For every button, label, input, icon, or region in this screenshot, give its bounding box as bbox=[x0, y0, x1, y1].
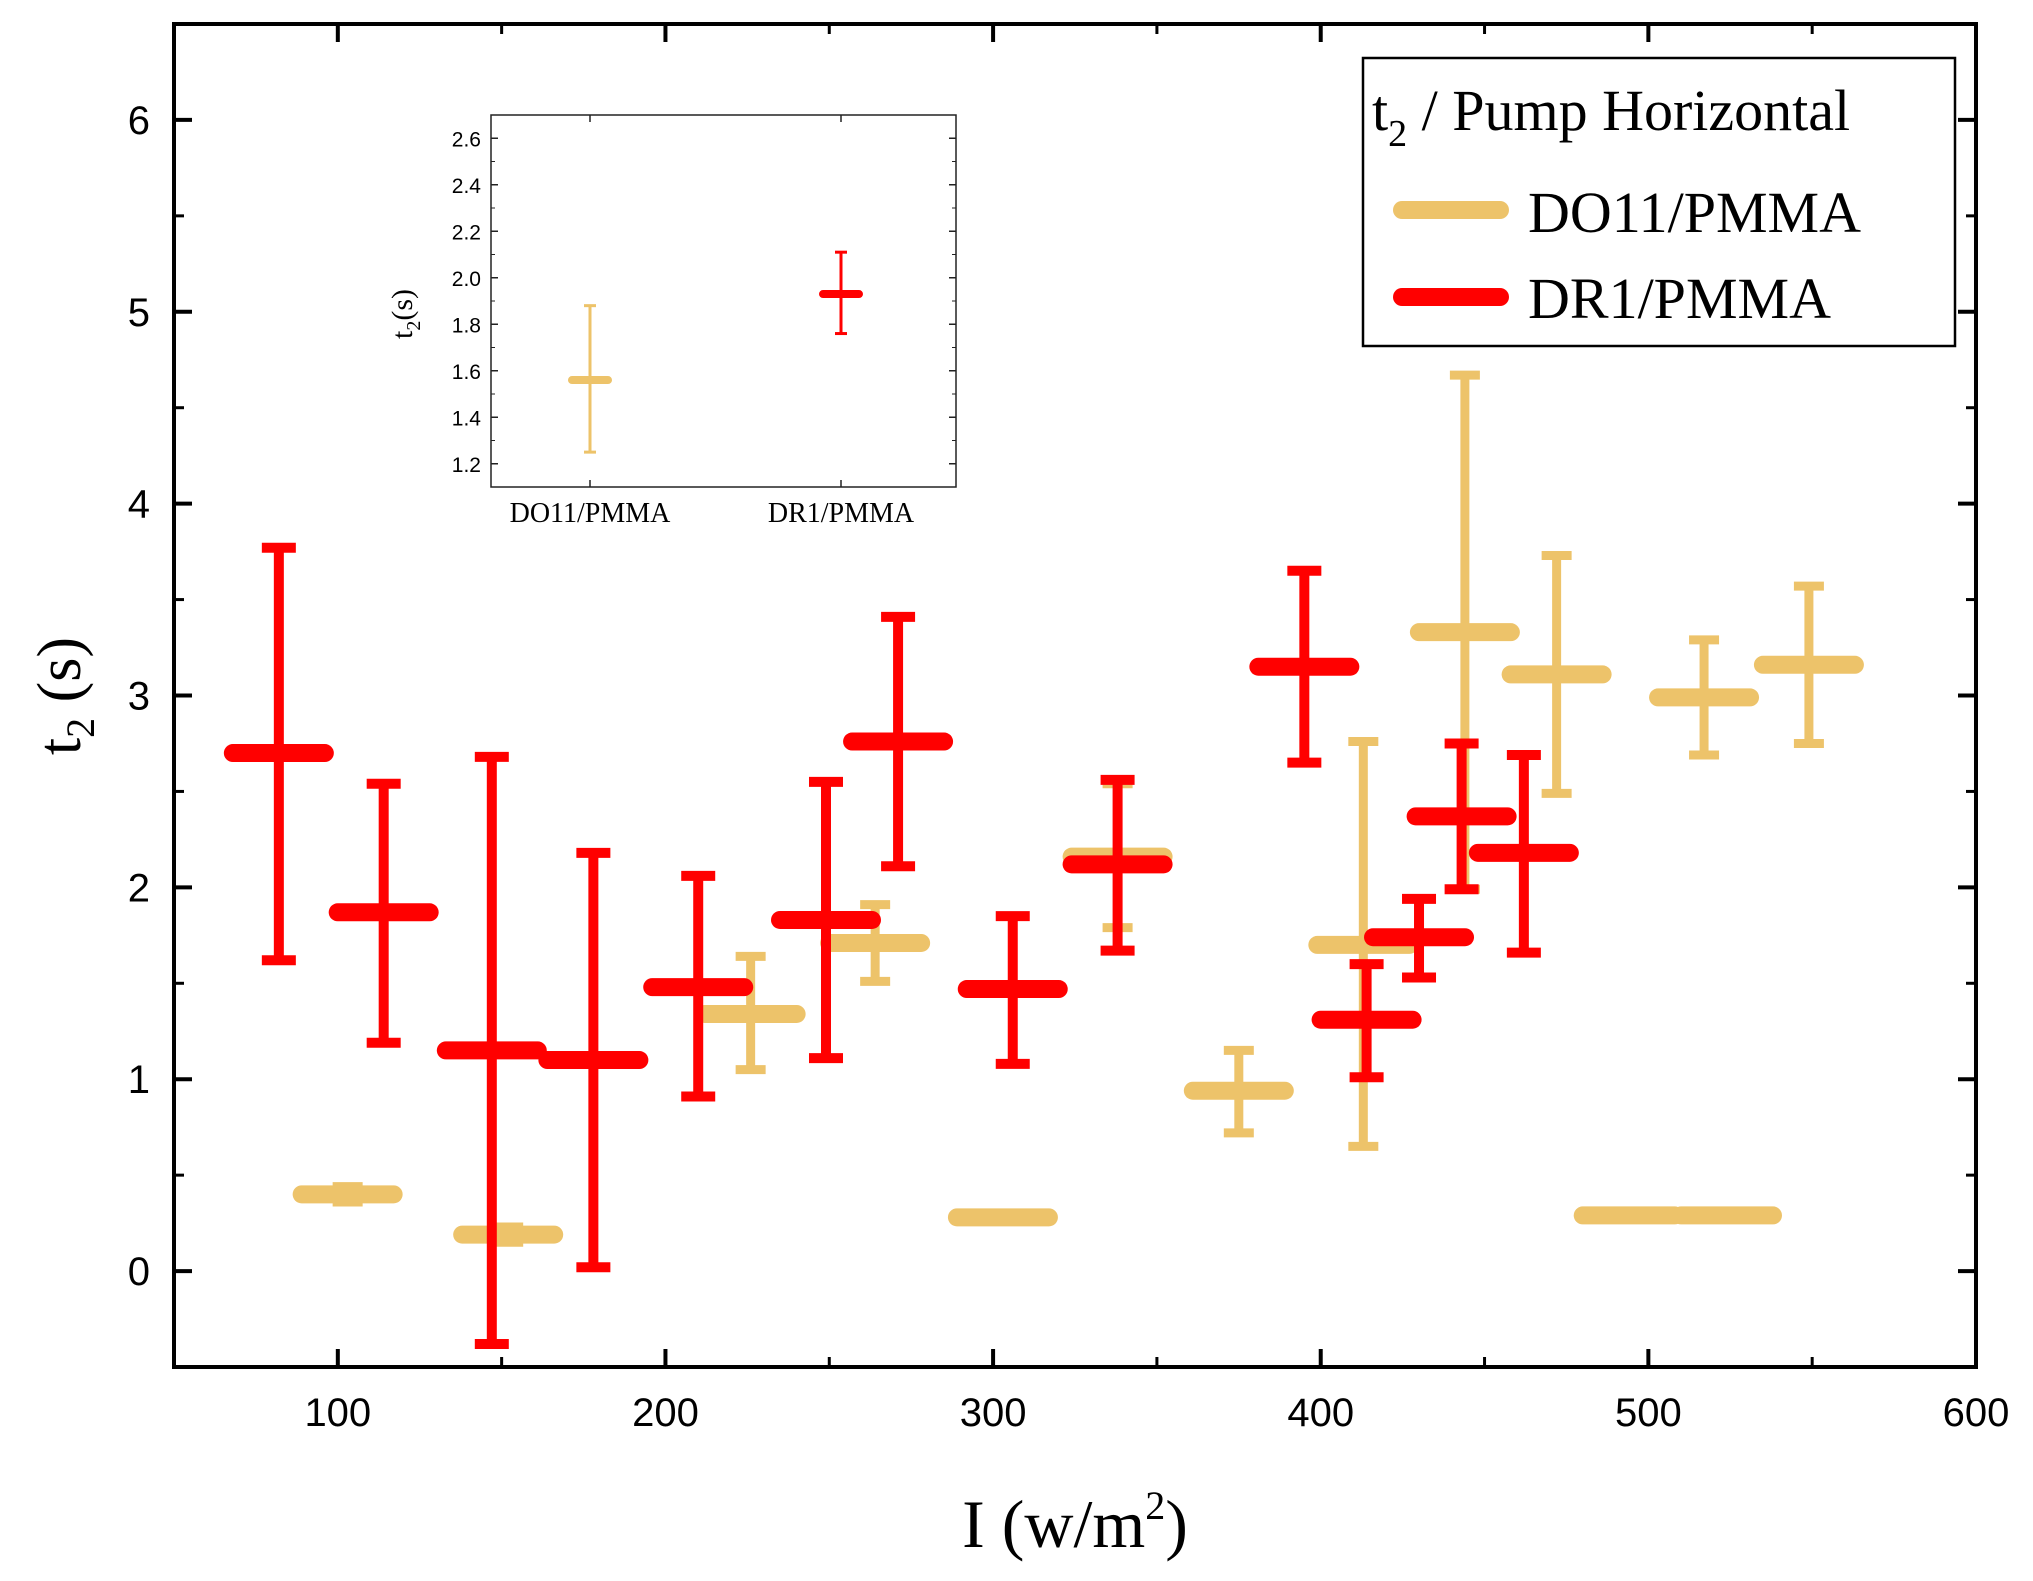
y-tick-label: 3 bbox=[128, 675, 150, 719]
errorbar-point-dr1-3 bbox=[538, 847, 649, 1273]
inset-y-tick-label: 2.2 bbox=[452, 221, 481, 244]
inset-y-tick-label: 1.6 bbox=[452, 361, 481, 384]
inset-plot: 1.2 1.4 1.6 1.8 2.0 2.2 2.4 2.6 DO11/PMMA DR1/PMM… bbox=[386, 114, 957, 529]
legend-label-do11: DO11/PMMA bbox=[1528, 180, 1861, 245]
main-plot-ticks: 100 200 300 400 500 600 0 1 2 3 4 5 6 bbox=[128, 22, 2010, 1435]
inset-x-tick-label: DO11/PMMA bbox=[510, 498, 672, 529]
y-axis-label: t2 (s) bbox=[26, 637, 103, 755]
x-tick-label: 400 bbox=[1287, 1391, 1354, 1435]
x-tick-label: 300 bbox=[960, 1391, 1027, 1435]
inset-y-tick-label: 2.0 bbox=[452, 268, 481, 291]
inset-x-tick-label: DR1/PMMA bbox=[768, 498, 915, 529]
inset-y-axis-label: t2(s) bbox=[386, 289, 425, 339]
y-tick-label: 4 bbox=[128, 483, 150, 527]
x-tick-label: 500 bbox=[1615, 1391, 1682, 1435]
errorbar-point-do11-12 bbox=[1671, 1206, 1782, 1225]
errorbar-point-do11-10 bbox=[1573, 1206, 1684, 1225]
errorbar-point-dr1-7 bbox=[957, 911, 1068, 1069]
errorbar-point-dr1-8 bbox=[1062, 774, 1173, 956]
legend: t2 / Pump Horizontal DO11/PMMA DR1/PMMA bbox=[1361, 56, 1957, 348]
inset-plot-ticks: 1.2 1.4 1.6 1.8 2.0 2.2 2.4 2.6 DO11/PMMA DR1/PMM… bbox=[452, 114, 956, 529]
x-tick-label: 100 bbox=[304, 1391, 371, 1435]
inset-plot-series bbox=[568, 250, 863, 454]
inset-y-tick-label: 1.4 bbox=[452, 407, 482, 430]
errorbar-point-do11-0 bbox=[292, 1182, 403, 1207]
errorbar-point-dr1-11 bbox=[1364, 893, 1475, 983]
x-axis-label: I (w/m2) bbox=[962, 1483, 1188, 1562]
errorbar-point-dr1-10 bbox=[1311, 959, 1422, 1083]
x-tick-label: 200 bbox=[632, 1391, 699, 1435]
inset-errorbar-point-0 bbox=[568, 304, 612, 454]
errorbar-point-dr1-12 bbox=[1406, 738, 1517, 895]
errorbar-point-do11-6 bbox=[1183, 1045, 1294, 1138]
y-tick-label: 2 bbox=[128, 866, 150, 910]
legend-label-dr1: DR1/PMMA bbox=[1528, 266, 1831, 331]
errorbar-point-do11-11 bbox=[1649, 635, 1760, 760]
errorbar-point-dr1-2 bbox=[436, 751, 547, 1349]
errorbar-point-do11-4 bbox=[947, 1208, 1058, 1227]
y-tick-label: 6 bbox=[128, 99, 150, 143]
y-tick-label: 1 bbox=[128, 1058, 150, 1102]
inset-y-tick-label: 2.6 bbox=[452, 128, 481, 151]
inset-y-tick-label: 1.8 bbox=[452, 314, 481, 337]
inset-y-tick-label: 2.4 bbox=[452, 175, 482, 198]
x-tick-label: 600 bbox=[1943, 1391, 2010, 1435]
errorbar-point-do11-2 bbox=[695, 951, 806, 1075]
inset-plot-frame bbox=[490, 114, 957, 488]
errorbar-point-dr1-6 bbox=[843, 611, 954, 872]
y-tick-label: 5 bbox=[128, 291, 150, 335]
errorbar-point-do11-13 bbox=[1753, 581, 1864, 748]
errorbar-point-dr1-4 bbox=[643, 870, 754, 1102]
errorbar-point-dr1-13 bbox=[1468, 749, 1579, 958]
errorbar-point-dr1-1 bbox=[328, 778, 439, 1048]
inset-y-tick-label: 1.2 bbox=[452, 454, 481, 477]
main-plot-series bbox=[223, 370, 1864, 1349]
errorbar-point-dr1-0 bbox=[223, 542, 334, 966]
errorbar-point-do11-9 bbox=[1501, 550, 1612, 798]
y-tick-label: 0 bbox=[128, 1250, 150, 1294]
inset-errorbar-point-1 bbox=[819, 250, 863, 336]
errorbar-point-do11-1 bbox=[453, 1222, 564, 1247]
legend-title: t2 / Pump Horizontal bbox=[1372, 78, 1850, 155]
errorbar-point-dr1-9 bbox=[1249, 565, 1360, 768]
errorbar-point-dr1-5 bbox=[770, 776, 881, 1064]
